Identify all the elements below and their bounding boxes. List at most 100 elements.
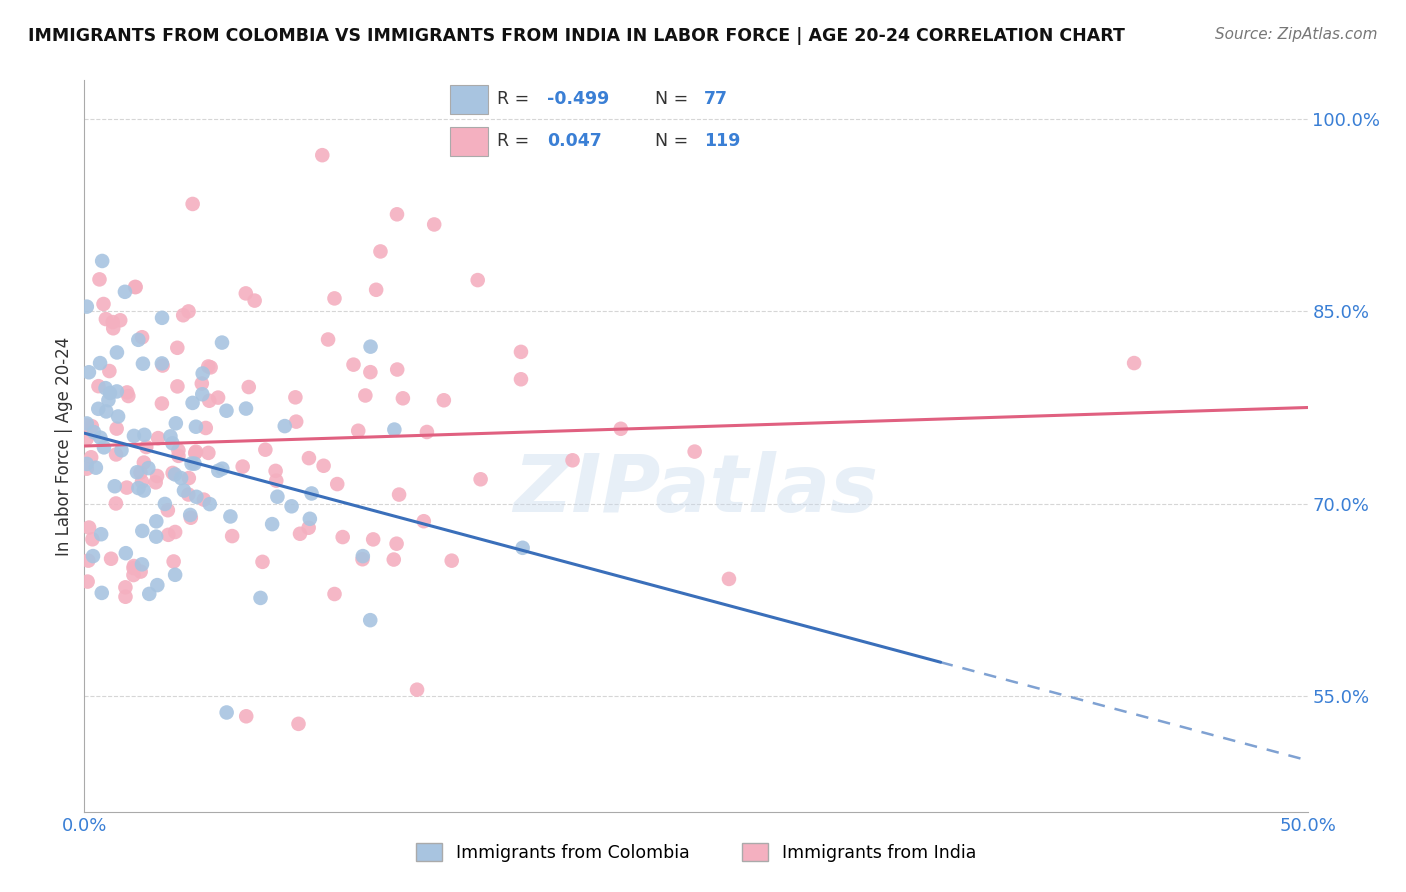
Point [76,417,98,431]
Text: ZIPatlas: ZIPatlas [513,450,879,529]
Point [76,574,98,589]
Point [183,457,205,471]
Point [180,457,202,471]
Point [84,460,107,475]
Point [114,285,136,299]
Point [288,526,311,541]
Point [82,549,104,563]
Point [316,333,339,347]
Point [370,244,392,259]
Point [105,384,128,399]
Point [145,530,167,544]
Point [93,441,115,455]
Point [186,490,208,504]
Point [298,521,321,535]
Point [191,376,214,391]
Point [610,422,633,436]
Point [129,466,152,480]
Point [347,424,370,438]
Text: Source: ZipAtlas.com: Source: ZipAtlas.com [1215,27,1378,42]
Point [232,459,254,474]
Point [243,293,266,308]
Point [177,304,200,318]
Point [184,419,207,434]
Text: N =: N = [655,132,695,151]
Point [211,461,233,475]
Point [235,401,257,416]
Point [80,450,103,465]
Point [90,527,112,541]
Point [131,558,153,572]
Point [98,386,121,401]
Point [165,524,187,539]
Point [470,472,492,486]
Point [96,404,118,418]
Point [412,514,434,528]
Point [198,497,221,511]
Point [194,421,217,435]
Text: R =: R = [496,132,534,151]
Point [285,415,308,429]
Point [211,335,233,350]
Point [1123,356,1146,370]
Point [387,362,409,376]
Point [138,587,160,601]
Point [110,443,132,458]
Point [89,431,111,445]
Point [326,477,349,491]
Point [77,553,100,567]
Point [122,559,145,574]
Text: R =: R = [496,90,534,108]
Point [166,379,188,393]
Point [191,387,214,401]
Point [354,388,377,402]
Point [416,425,439,439]
Point [122,429,145,443]
Point [104,479,127,493]
Y-axis label: In Labor Force | Age 20-24: In Labor Force | Age 20-24 [55,336,73,556]
Point [101,315,124,329]
Point [150,396,173,410]
Point [177,471,200,485]
Point [235,286,257,301]
Point [83,425,105,440]
Point [129,565,152,579]
Point [382,552,405,566]
Point [238,380,260,394]
Point [252,555,274,569]
Point [77,365,100,379]
Point [172,308,194,322]
Point [683,444,706,458]
Point [146,578,169,592]
Point [122,568,145,582]
Text: -0.499: -0.499 [547,90,609,108]
Point [114,580,136,594]
Point [165,417,187,431]
Point [561,453,583,467]
Point [359,365,381,379]
Point [94,381,117,395]
Point [342,358,364,372]
Point [103,321,125,335]
Point [165,567,187,582]
Point [180,510,202,524]
Point [332,530,354,544]
Point [235,709,257,723]
Point [284,390,307,404]
Point [301,486,323,500]
Point [104,496,127,510]
Point [89,272,111,286]
Point [157,528,180,542]
Point [131,330,153,344]
Point [145,475,167,490]
Point [510,372,533,386]
Point [360,340,382,354]
Point [115,385,138,400]
Point [298,451,321,466]
Point [87,401,110,416]
Point [262,517,284,532]
Point [136,461,159,475]
Point [146,431,169,445]
Point [249,591,271,605]
Point [366,283,388,297]
